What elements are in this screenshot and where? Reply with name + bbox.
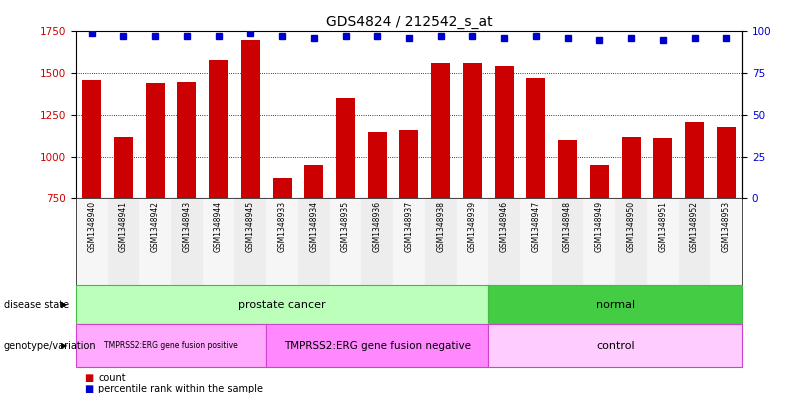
Bar: [177, 81, 196, 198]
Text: GSM1348949: GSM1348949: [595, 201, 604, 252]
Text: GSM1348951: GSM1348951: [658, 201, 667, 252]
Bar: [583, 198, 615, 285]
Text: control: control: [596, 341, 634, 351]
Text: GSM1348950: GSM1348950: [626, 201, 635, 252]
Text: GSM1348952: GSM1348952: [690, 201, 699, 252]
Bar: [336, 98, 355, 198]
Text: GSM1348948: GSM1348948: [563, 201, 572, 252]
Bar: [82, 80, 101, 198]
Bar: [520, 198, 551, 285]
Text: GSM1348945: GSM1348945: [246, 201, 255, 252]
Text: GSM1348947: GSM1348947: [531, 201, 540, 252]
Bar: [235, 198, 267, 285]
Text: GSM1348935: GSM1348935: [341, 201, 350, 252]
Bar: [241, 40, 260, 198]
Text: prostate cancer: prostate cancer: [239, 299, 326, 310]
Text: GSM1348943: GSM1348943: [183, 201, 192, 252]
Text: normal: normal: [595, 299, 634, 310]
Bar: [678, 198, 710, 285]
Text: GSM1348933: GSM1348933: [278, 201, 286, 252]
Bar: [558, 140, 577, 198]
Text: GSM1348941: GSM1348941: [119, 201, 128, 252]
Text: GSM1348944: GSM1348944: [214, 201, 223, 252]
Bar: [76, 198, 108, 285]
Text: TMPRSS2:ERG gene fusion negative: TMPRSS2:ERG gene fusion negative: [284, 341, 471, 351]
Bar: [456, 198, 488, 285]
Text: GSM1348936: GSM1348936: [373, 201, 381, 252]
Text: ▶: ▶: [61, 300, 68, 309]
Bar: [368, 132, 387, 198]
Text: disease state: disease state: [4, 299, 69, 310]
Bar: [304, 165, 323, 198]
Bar: [710, 198, 742, 285]
Bar: [298, 198, 330, 285]
Text: GSM1348937: GSM1348937: [405, 201, 413, 252]
Bar: [393, 198, 425, 285]
Bar: [551, 198, 583, 285]
Text: GSM1348940: GSM1348940: [87, 201, 97, 252]
Bar: [622, 137, 641, 198]
Bar: [330, 198, 361, 285]
Text: ■: ■: [84, 373, 93, 383]
Bar: [108, 198, 140, 285]
Bar: [145, 83, 164, 198]
Text: count: count: [98, 373, 126, 383]
Bar: [488, 198, 520, 285]
Bar: [685, 121, 704, 198]
Bar: [431, 63, 450, 198]
Bar: [463, 63, 482, 198]
Text: percentile rank within the sample: percentile rank within the sample: [98, 384, 263, 393]
Bar: [590, 165, 609, 198]
Bar: [647, 198, 678, 285]
Bar: [654, 138, 673, 198]
Bar: [203, 198, 235, 285]
Bar: [361, 198, 393, 285]
Bar: [114, 137, 133, 198]
Text: GSM1348934: GSM1348934: [310, 201, 318, 252]
Text: ■: ■: [84, 384, 93, 393]
Text: TMPRSS2:ERG gene fusion positive: TMPRSS2:ERG gene fusion positive: [104, 342, 238, 350]
Text: GSM1348942: GSM1348942: [151, 201, 160, 252]
Title: GDS4824 / 212542_s_at: GDS4824 / 212542_s_at: [326, 15, 492, 29]
Bar: [140, 198, 171, 285]
Bar: [495, 66, 514, 198]
Bar: [209, 60, 228, 198]
Bar: [400, 130, 418, 198]
Text: GSM1348953: GSM1348953: [721, 201, 731, 252]
Bar: [425, 198, 456, 285]
Text: GSM1348939: GSM1348939: [468, 201, 477, 252]
Bar: [273, 178, 291, 198]
Bar: [267, 198, 298, 285]
Bar: [527, 78, 545, 198]
Text: genotype/variation: genotype/variation: [4, 341, 97, 351]
Bar: [717, 127, 736, 198]
Bar: [171, 198, 203, 285]
Bar: [615, 198, 647, 285]
Text: GSM1348938: GSM1348938: [437, 201, 445, 252]
Text: ▶: ▶: [61, 342, 68, 350]
Text: GSM1348946: GSM1348946: [500, 201, 508, 252]
